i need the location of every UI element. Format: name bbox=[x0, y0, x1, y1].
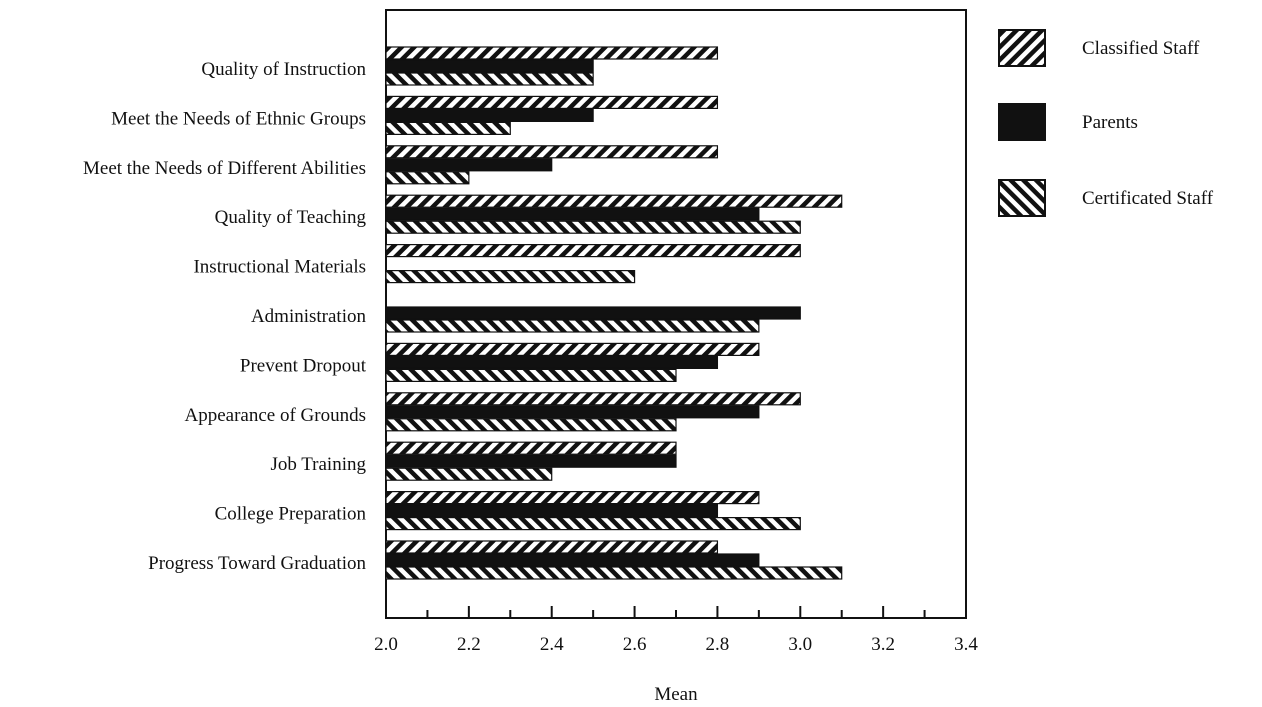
bar-certificated-staff bbox=[385, 270, 636, 284]
legend: Classified Staff Parents Certificated Staf… bbox=[998, 29, 1214, 217]
bar-classified-staff bbox=[385, 392, 801, 406]
bar-certificated-staff bbox=[385, 368, 677, 382]
x-tick-label: 2.0 bbox=[374, 634, 398, 655]
category-label: Quality of Instruction bbox=[201, 59, 366, 80]
bar-certificated-staff bbox=[385, 121, 511, 136]
x-axis-ticks: 2.0 2.2 2.4 2.6 2.8 3.0 3.2 3.4 bbox=[374, 606, 978, 655]
category-label: Meet the Needs of Different Abilities bbox=[83, 158, 366, 179]
category-label: Appearance of Grounds bbox=[185, 405, 366, 426]
category-labels: Quality of Instruction Meet the Needs of … bbox=[83, 59, 367, 574]
bar-parents bbox=[385, 355, 719, 369]
category-label: Meet the Needs of Ethnic Groups bbox=[111, 108, 366, 129]
x-tick-label: 2.4 bbox=[540, 634, 564, 655]
x-tick-label: 3.0 bbox=[788, 634, 812, 655]
x-tick-label: 2.6 bbox=[623, 634, 647, 655]
legend-label-certificated-staff: Certificated Staff bbox=[1082, 188, 1214, 209]
category-label: Administration bbox=[251, 306, 367, 327]
x-tick-label: 2.8 bbox=[706, 634, 730, 655]
bar-certificated-staff bbox=[385, 171, 470, 185]
category-label: Job Training bbox=[270, 454, 366, 475]
bar-parents bbox=[385, 59, 594, 73]
category-label: Quality of Teaching bbox=[215, 207, 367, 228]
bar-classified-staff bbox=[385, 342, 760, 356]
x-tick-label: 3.4 bbox=[954, 634, 978, 655]
bars-group bbox=[385, 46, 843, 580]
bar-certificated-staff bbox=[385, 220, 801, 234]
bar-parents bbox=[385, 306, 801, 320]
bar-parents bbox=[385, 405, 760, 419]
bar-parents bbox=[385, 454, 677, 468]
bar-certificated-staff bbox=[385, 467, 553, 481]
bar-classified-staff bbox=[385, 46, 719, 60]
x-tick-label: 2.2 bbox=[457, 634, 481, 655]
x-tick-label: 3.2 bbox=[871, 634, 895, 655]
bar-parents bbox=[385, 553, 760, 567]
bar-classified-staff bbox=[385, 244, 801, 258]
bar-classified-staff bbox=[385, 441, 677, 455]
category-label: Progress Toward Graduation bbox=[148, 553, 366, 574]
category-label: Prevent Dropout bbox=[240, 355, 367, 376]
legend-label-parents: Parents bbox=[1082, 112, 1138, 133]
bar-classified-staff bbox=[385, 145, 719, 159]
x-axis-title: Mean bbox=[654, 684, 698, 705]
bar-parents bbox=[385, 158, 553, 172]
legend-swatch-certificated-staff bbox=[998, 179, 1046, 217]
bar-certificated-staff bbox=[385, 319, 760, 333]
bar-certificated-staff bbox=[385, 566, 843, 580]
bar-certificated-staff bbox=[385, 418, 677, 432]
bar-certificated-staff bbox=[385, 72, 594, 86]
bar-classified-staff bbox=[385, 95, 719, 110]
legend-swatch-classified-staff bbox=[998, 29, 1046, 67]
bar-parents bbox=[385, 108, 594, 123]
bar-certificated-staff bbox=[385, 516, 801, 531]
bar-parents bbox=[385, 207, 760, 221]
bar-parents bbox=[385, 504, 719, 518]
bar-classified-staff bbox=[385, 491, 760, 505]
bar-classified-staff bbox=[385, 540, 719, 554]
bar-classified-staff bbox=[385, 194, 843, 208]
legend-swatch-parents bbox=[998, 103, 1046, 141]
category-label: College Preparation bbox=[215, 504, 367, 525]
legend-label-classified-staff: Classified Staff bbox=[1082, 38, 1200, 59]
category-label: Instructional Materials bbox=[193, 257, 366, 278]
